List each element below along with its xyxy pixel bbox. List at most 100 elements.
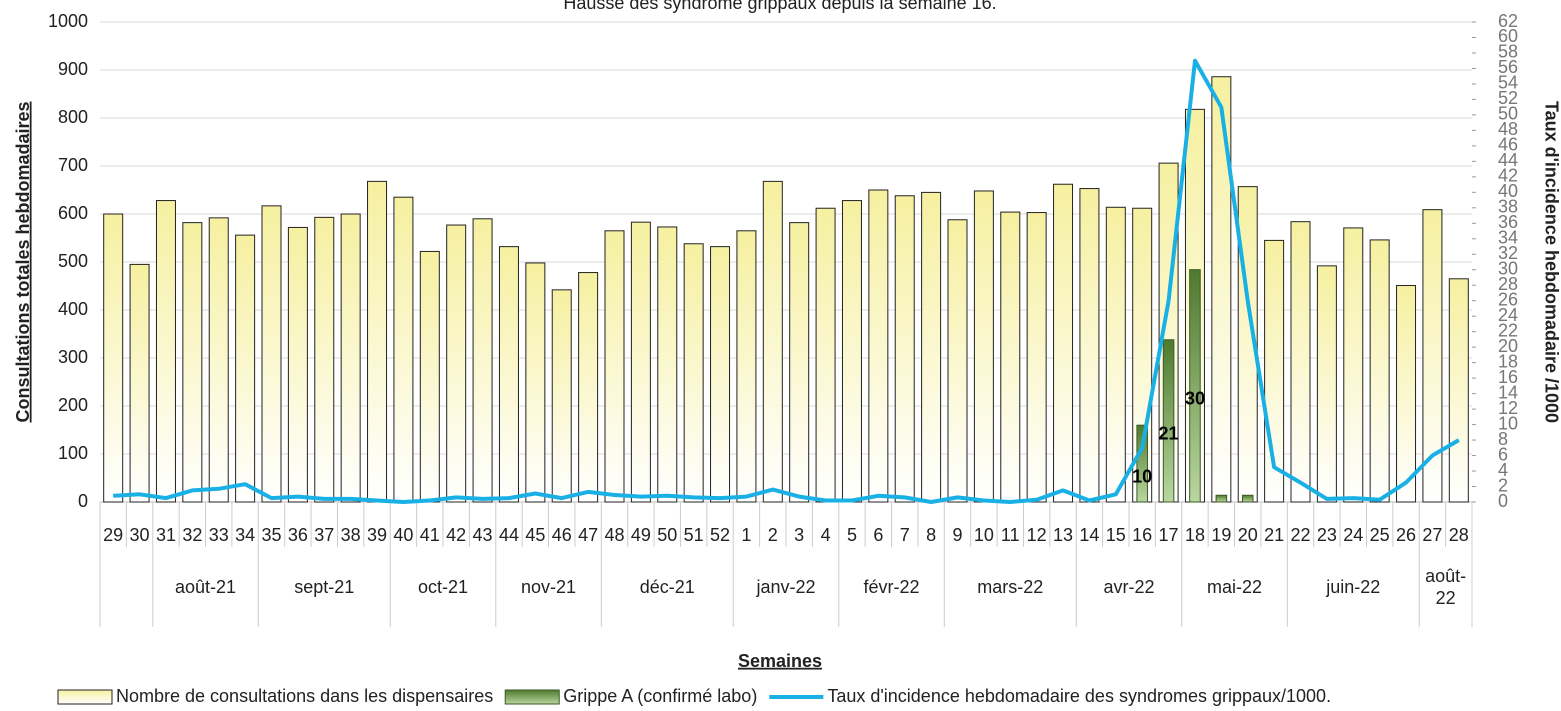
y2-tick-label: 2 (1498, 475, 1508, 495)
bar (1422, 209, 1443, 503)
bar (630, 221, 651, 503)
x-tick-label: 46 (552, 525, 572, 545)
y2-tick-label: 18 (1498, 351, 1518, 371)
y2-tick-label: 56 (1498, 57, 1518, 77)
bar (314, 216, 335, 503)
bar (710, 246, 731, 503)
x-tick-label: 13 (1053, 525, 1073, 545)
line (113, 58, 1460, 504)
legend-label: Grippe A (confirmé labo) (563, 686, 757, 706)
bar (419, 250, 440, 503)
x-tick-label: 36 (288, 525, 308, 545)
bar (762, 180, 783, 503)
y2-tick-label: 42 (1498, 166, 1518, 186)
bar (1053, 183, 1074, 503)
bar (1396, 285, 1417, 503)
x-tick-label: 10 (974, 525, 994, 545)
x-tick-label: 26 (1396, 525, 1416, 545)
bar (1211, 76, 1232, 503)
y-tick-label: 200 (58, 395, 88, 415)
bar (1343, 227, 1364, 503)
x-tick-label: 38 (341, 525, 361, 545)
x-tick-label: 12 (1027, 525, 1047, 545)
y2-tick-label: 4 (1498, 460, 1508, 480)
legend-swatch (504, 689, 560, 705)
x-tick-label: 4 (821, 525, 831, 545)
bar (604, 230, 625, 503)
x-tick-label: 48 (604, 525, 624, 545)
y-tick-label: 1000 (48, 11, 88, 31)
x-tick-label: 19 (1211, 525, 1231, 545)
y-tick-label: 900 (58, 59, 88, 79)
legend-label: Nombre de consultations dans les dispens… (116, 686, 493, 706)
bar (498, 246, 519, 503)
x-tick-label: 8 (926, 525, 936, 545)
x-tick-label: 30 (130, 525, 150, 545)
x-tick-label: 51 (684, 525, 704, 545)
y2-tick-label: 16 (1498, 367, 1518, 387)
y2-tick-label: 32 (1498, 243, 1518, 263)
month-label: sept-21 (294, 577, 355, 597)
bar (129, 263, 150, 503)
y2-tick-label: 14 (1498, 382, 1518, 402)
y-tick-label: 800 (58, 107, 88, 127)
x-tick-label: 6 (873, 525, 883, 545)
x-tick-label: 5 (847, 525, 857, 545)
y2-tick-label: 20 (1498, 336, 1518, 356)
month-label: juin-22 (1326, 577, 1381, 597)
bar (1215, 494, 1228, 503)
x-tick-label: 50 (657, 525, 677, 545)
bar (1189, 269, 1201, 503)
x-axis-title: Semaines (738, 651, 822, 671)
data-label: 10 (1132, 466, 1152, 486)
y2-tick-label: 26 (1498, 289, 1518, 309)
x-tick-label: 33 (209, 525, 229, 545)
y-tick-label: 700 (58, 155, 88, 175)
bar (789, 222, 810, 503)
bar (1105, 206, 1126, 503)
y-tick-label: 400 (58, 299, 88, 319)
x-tick-label: 1 (741, 525, 751, 545)
bar (947, 219, 968, 503)
x-tick-label: 52 (710, 525, 730, 545)
x-tick-label: 47 (578, 525, 598, 545)
x-tick-label: 29 (103, 525, 123, 545)
x-tick-label: 15 (1106, 525, 1126, 545)
bar (103, 213, 124, 503)
x-tick-label: 43 (473, 525, 493, 545)
x-tick-label: 49 (631, 525, 651, 545)
bar (182, 222, 203, 503)
data-label: 30 (1185, 389, 1205, 409)
y2-tick-label: 0 (1498, 491, 1508, 511)
month-label: oct-21 (417, 577, 468, 597)
data-label: 21 (1159, 424, 1179, 444)
bar (340, 213, 361, 503)
bar (921, 191, 942, 503)
x-tick-label: 20 (1238, 525, 1258, 545)
bar (525, 262, 546, 503)
y2-tick-label: 30 (1498, 258, 1518, 278)
x-tick-label: 32 (182, 525, 202, 545)
bar (287, 226, 308, 503)
month-label: nov-21 (521, 577, 577, 597)
bar (1000, 211, 1021, 503)
bar (235, 234, 256, 503)
x-tick-label: 31 (156, 525, 176, 545)
y2-tick-label: 46 (1498, 135, 1518, 155)
bar (868, 189, 889, 503)
y2-tick-label: 6 (1498, 444, 1508, 464)
x-tick-label: 24 (1343, 525, 1363, 545)
y2-tick-label: 8 (1498, 429, 1508, 449)
bar (578, 272, 599, 503)
bar (155, 200, 176, 503)
x-tick-label: 14 (1079, 525, 1099, 545)
month-label: mai-22 (1207, 577, 1263, 597)
chart-title: Hausse des syndrome grippaux depuis la s… (563, 0, 996, 13)
x-tick-label: 42 (446, 525, 466, 545)
bar (208, 217, 229, 503)
x-tick-label: 28 (1449, 525, 1469, 545)
y-tick-label: 600 (58, 203, 88, 223)
y2-tick-label: 36 (1498, 212, 1518, 232)
x-tick-label: 21 (1264, 525, 1284, 545)
